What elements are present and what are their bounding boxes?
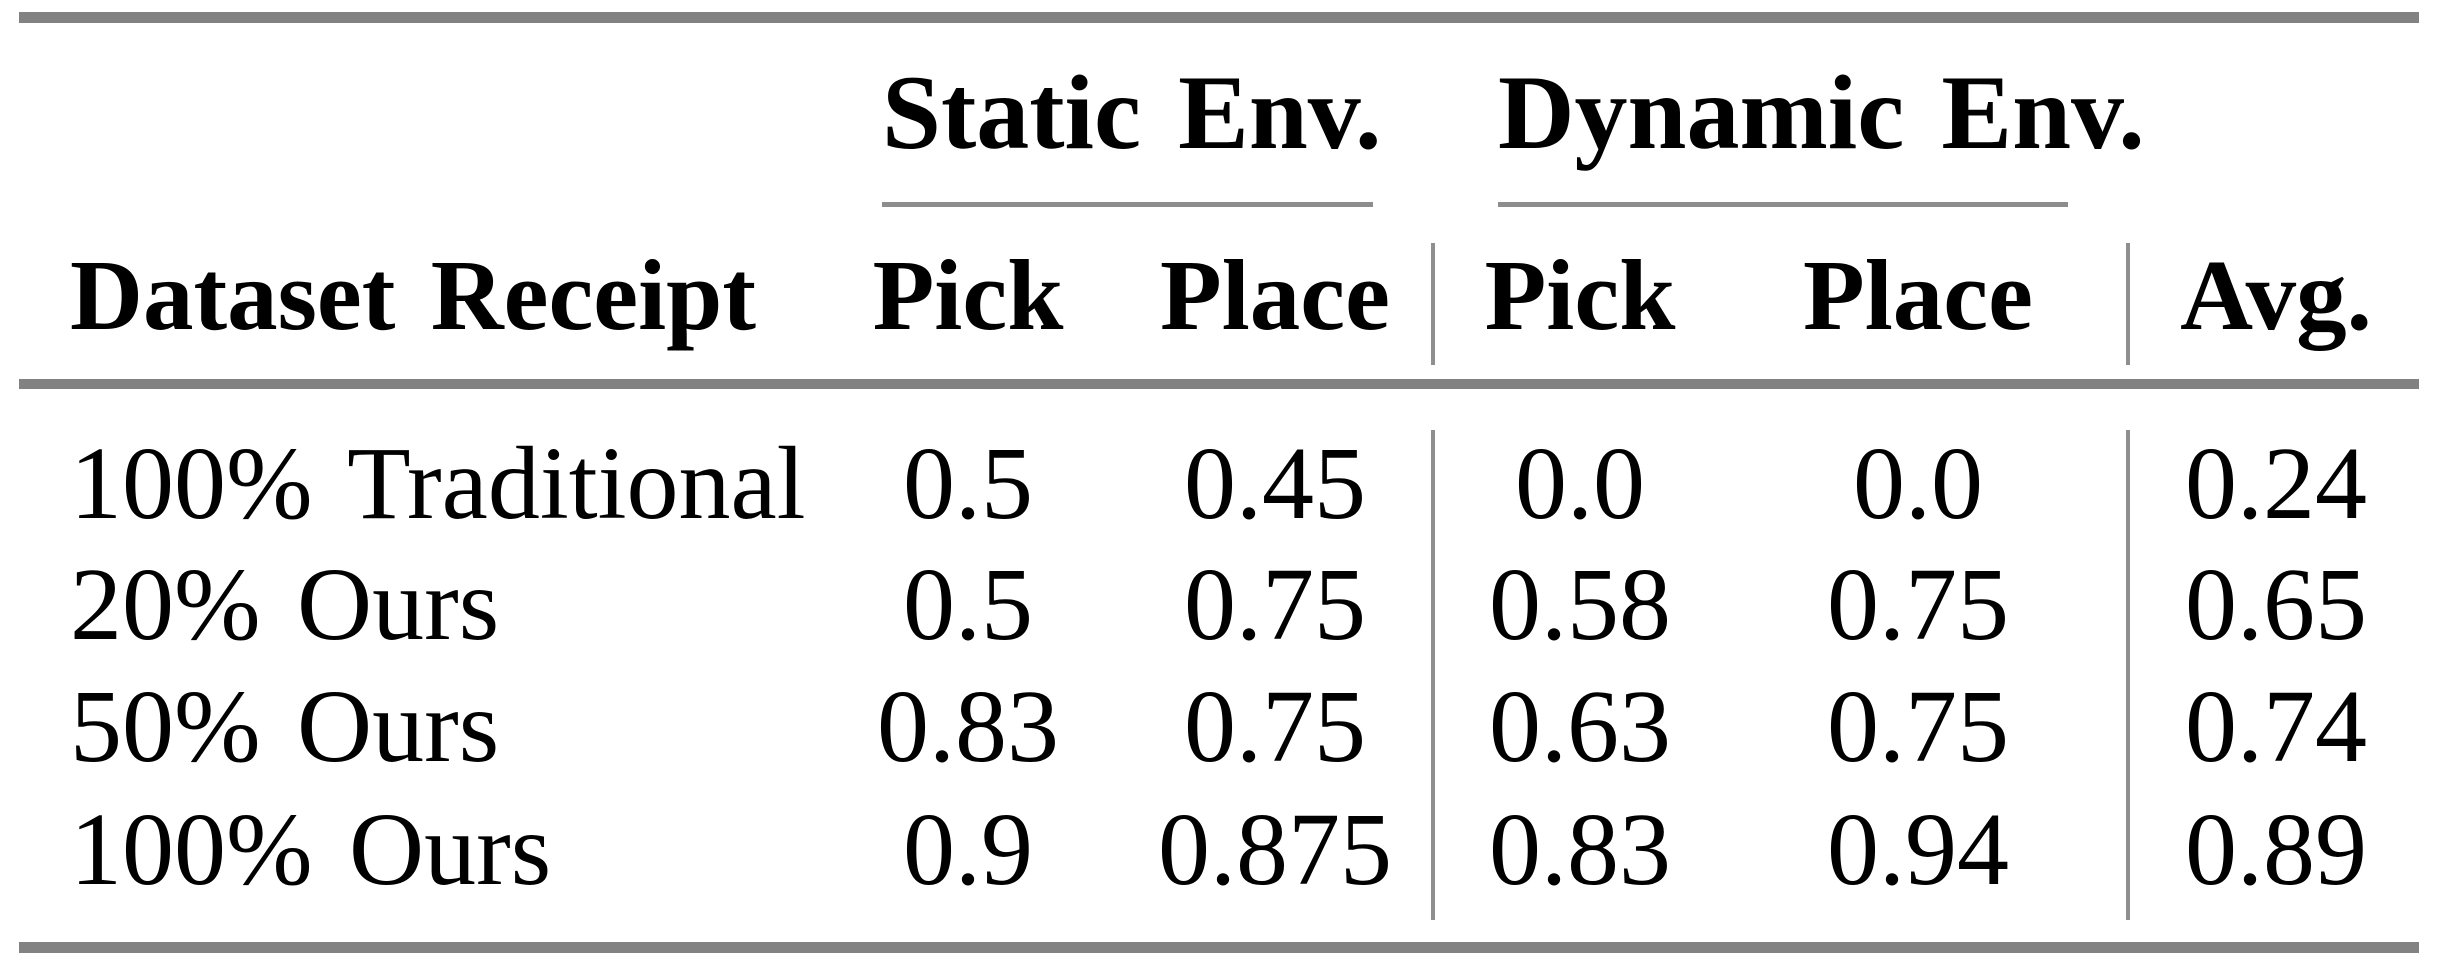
static-group-underline-rule xyxy=(882,202,1373,207)
cell-static-pick: 0.5 xyxy=(903,547,1033,662)
col-header-avg: Avg. xyxy=(2180,239,2372,351)
cell-dynamic-place: 0.94 xyxy=(1827,792,2009,907)
col-header-static-place: Place xyxy=(1160,239,1390,351)
row-label: 50% Ours xyxy=(70,669,500,784)
cell-static-pick: 0.9 xyxy=(903,792,1033,907)
col-header-dynamic-pick: Pick xyxy=(1484,239,1676,351)
cell-avg: 0.24 xyxy=(2185,426,2367,541)
row-label: 100% Ours xyxy=(70,792,552,907)
dynamic-group-underline-rule xyxy=(1498,202,2068,207)
col-header-static-pick: Pick xyxy=(872,239,1064,351)
cell-dynamic-pick: 0.83 xyxy=(1489,792,1671,907)
cell-avg: 0.65 xyxy=(2185,547,2367,662)
cell-dynamic-pick: 0.58 xyxy=(1489,547,1671,662)
cell-dynamic-place: 0.0 xyxy=(1853,426,1983,541)
group-header-dynamic-env: Dynamic Env. xyxy=(1498,54,2145,171)
table-header-rule xyxy=(19,379,2419,389)
col-header-dataset-receipt: Dataset Receipt xyxy=(70,239,756,351)
cell-static-place: 0.75 xyxy=(1184,547,1366,662)
cell-static-place: 0.75 xyxy=(1184,669,1366,784)
col-header-dynamic-place: Place xyxy=(1803,239,2033,351)
column-separator-dynamic-avg-header xyxy=(2126,243,2130,365)
row-label: 100% Traditional xyxy=(70,426,806,541)
cell-static-place: 0.875 xyxy=(1158,792,1392,907)
column-separator-static-dynamic-body xyxy=(1431,430,1435,920)
cell-avg: 0.89 xyxy=(2185,792,2367,907)
column-separator-dynamic-avg-body xyxy=(2126,430,2130,920)
cell-dynamic-place: 0.75 xyxy=(1827,547,2009,662)
cell-static-pick: 0.5 xyxy=(903,426,1033,541)
cell-static-place: 0.45 xyxy=(1184,426,1366,541)
cell-dynamic-pick: 0.0 xyxy=(1515,426,1645,541)
row-label: 20% Ours xyxy=(70,547,500,662)
group-header-static-env: Static Env. xyxy=(882,54,1382,171)
cell-avg: 0.74 xyxy=(2185,669,2367,784)
cell-dynamic-place: 0.75 xyxy=(1827,669,2009,784)
table-top-rule xyxy=(19,12,2419,23)
column-separator-static-dynamic-header xyxy=(1431,243,1435,365)
cell-static-pick: 0.83 xyxy=(877,669,1059,784)
cell-dynamic-pick: 0.63 xyxy=(1489,669,1671,784)
table-bottom-rule xyxy=(19,942,2419,953)
